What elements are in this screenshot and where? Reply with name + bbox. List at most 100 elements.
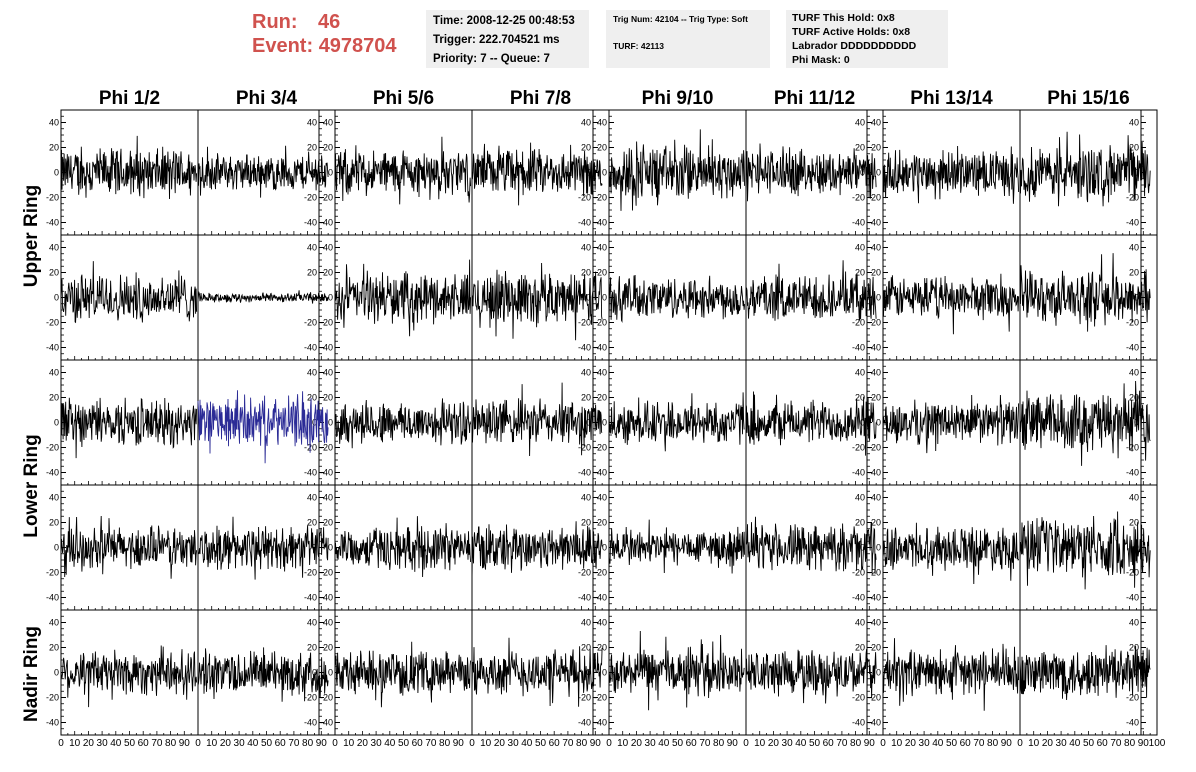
y-tick-label: 40 [49, 618, 59, 628]
run-event-box: Run: 46 Event: 4978704 [252, 10, 397, 58]
waveform-trace [1019, 131, 1151, 207]
x-tick-label: 80 [302, 738, 314, 749]
y-tick-label: 40 [581, 118, 591, 128]
y-tick-label: 40 [581, 243, 591, 253]
x-tick-label: 50 [946, 738, 958, 749]
x-tick-label: 70 [151, 738, 163, 749]
turf-hold-text: TURF This Hold: 0x8 [792, 12, 895, 24]
y-tick-label: -20 [1126, 568, 1139, 578]
run-row: Run: 46 [252, 10, 397, 34]
y-tick-label: 20 [307, 268, 317, 278]
waveform-trace [745, 391, 877, 456]
y-tick-label: 20 [49, 643, 59, 653]
y-tick-label: 20 [597, 643, 607, 653]
y-tick-label: 40 [855, 368, 865, 378]
waveform-trace [334, 259, 472, 337]
x-tick-label: 0 [332, 738, 338, 749]
y-tick-label: 40 [323, 118, 333, 128]
y-tick-label: 40 [855, 243, 865, 253]
x-tick-label: 0 [606, 738, 612, 749]
y-tick-label: 20 [855, 143, 865, 153]
y-tick-label: -40 [320, 468, 333, 478]
y-tick-label: 0 [860, 543, 865, 553]
time-info-box: Time: 2008-12-25 00:48:53 Trigger: 222.7… [426, 10, 589, 68]
waveform-trace [608, 274, 746, 323]
x-tick-label: 0 [743, 738, 749, 749]
y-tick-label: 0 [602, 543, 607, 553]
y-tick-label: 40 [855, 493, 865, 503]
y-tick-label: 40 [323, 618, 333, 628]
y-tick-label: 40 [1129, 368, 1139, 378]
x-tick-label: 80 [165, 738, 177, 749]
y-tick-label: -40 [868, 593, 881, 603]
y-tick-label: 40 [49, 493, 59, 503]
x-tick-label: 70 [425, 738, 437, 749]
y-tick-label: -20 [852, 443, 865, 453]
y-tick-label: -40 [304, 218, 317, 228]
x-tick-label: 60 [960, 738, 972, 749]
run-value: 46 [318, 11, 341, 33]
y-tick-label: 40 [49, 243, 59, 253]
y-tick-label: -20 [868, 193, 881, 203]
x-tick-label: 90 [1001, 738, 1013, 749]
y-tick-label: -40 [1126, 218, 1139, 228]
y-tick-label: -40 [594, 218, 607, 228]
trigger-text: Trigger: 222.704521 ms [433, 34, 560, 46]
y-tick-label: -20 [852, 693, 865, 703]
y-tick-label: 20 [1129, 268, 1139, 278]
waveform-trace [1019, 645, 1151, 701]
waveform-trace [882, 273, 1020, 335]
y-tick-label: 20 [1129, 143, 1139, 153]
x-tick-label: 0 [880, 738, 886, 749]
x-tick-label: 90 [179, 738, 191, 749]
y-tick-label: -40 [578, 468, 591, 478]
y-tick-label: -20 [304, 318, 317, 328]
priority-text: Priority: 7 -- Queue: 7 [433, 53, 550, 65]
y-tick-label: 20 [1129, 643, 1139, 653]
waveform-trace [471, 262, 603, 341]
panel-frame [60, 234, 199, 361]
waveform-trace [471, 521, 603, 580]
y-tick-label: -20 [868, 693, 881, 703]
waveform-trace [608, 392, 745, 452]
y-tick-label: 0 [328, 543, 333, 553]
y-tick-label: 40 [597, 118, 607, 128]
y-tick-label: 20 [323, 643, 333, 653]
x-tick-label: 60 [549, 738, 561, 749]
y-tick-label: -40 [852, 343, 865, 353]
x-tick-label: 50 [398, 738, 410, 749]
x-tick-label: 70 [836, 738, 848, 749]
waveform-trace [197, 516, 329, 580]
waveform-trace [60, 645, 198, 708]
column-header-phi-3-4: Phi 3/4 [235, 88, 298, 109]
y-tick-label: -40 [594, 343, 607, 353]
waveform-trace [1019, 380, 1151, 466]
y-tick-label: -40 [46, 718, 59, 728]
y-tick-label: 0 [328, 418, 333, 428]
waveform-trace [745, 516, 877, 574]
y-tick-label: -40 [304, 468, 317, 478]
y-tick-label: 20 [581, 393, 591, 403]
x-tick-label: 30 [97, 738, 109, 749]
y-tick-label: 20 [581, 643, 591, 653]
y-tick-label: 20 [871, 393, 881, 403]
y-tick-label: 20 [597, 518, 607, 528]
turf-info-box: TURF This Hold: 0x8 TURF Active Holds: 0… [786, 10, 948, 68]
y-tick-label: -20 [320, 693, 333, 703]
y-tick-label: -40 [578, 218, 591, 228]
y-tick-label: 40 [871, 118, 881, 128]
x-tick-label: 0 [58, 738, 64, 749]
trig-num-text: Trig Num: 42104 -- Trig Type: Soft [613, 14, 748, 24]
y-tick-label: 20 [49, 393, 59, 403]
y-tick-label: 0 [860, 418, 865, 428]
time-text: Time: 2008-12-25 00:48:53 [433, 15, 575, 27]
y-tick-label: -40 [1126, 343, 1139, 353]
column-header-phi-15-16: Phi 15/16 [1047, 88, 1130, 109]
x-tick-label: 50 [124, 738, 136, 749]
y-tick-label: 20 [323, 268, 333, 278]
y-tick-label: 40 [307, 118, 317, 128]
y-tick-label: 0 [876, 293, 881, 303]
y-tick-label: 0 [54, 668, 59, 678]
x-tick-label: 40 [110, 738, 122, 749]
waveform-trace [197, 290, 329, 304]
